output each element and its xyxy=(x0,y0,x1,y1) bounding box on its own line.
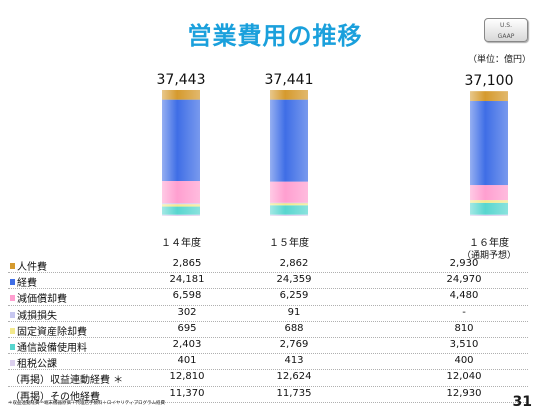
unit-label: （単位：億円） xyxy=(468,55,532,65)
bar-segment-5-0 xyxy=(162,206,200,215)
data-table: 人件費 2,865 2,862 2,930 経費 24,181 24,359 24,970 減価… xyxy=(8,257,528,403)
table-row: （再掲）その他経費 11,370 11,735 12,930 xyxy=(8,387,528,403)
table-cell: 12,040 xyxy=(446,371,482,383)
row-label: 固定資産除却費 xyxy=(10,323,87,338)
table-cell: - xyxy=(462,306,466,318)
row-label-text: 通信設備使用料 xyxy=(17,342,87,354)
bar-segment-6-1 xyxy=(270,214,308,216)
table-cell: 12,624 xyxy=(276,371,312,383)
row-label-text: 減価償却費 xyxy=(17,294,67,306)
bar-segment-1-1 xyxy=(270,99,308,182)
row-label-text: 経費 xyxy=(17,278,37,290)
bar-segment-6-2 xyxy=(470,214,508,216)
bar-segment-5-1 xyxy=(270,205,308,215)
legend-swatch xyxy=(10,295,15,302)
table-cell: 24,181 xyxy=(169,274,205,286)
table-row: （再掲）収益連動経費 ＊ 12,810 12,624 12,040 xyxy=(8,370,528,387)
table-cell: 2,865 xyxy=(172,258,202,269)
table-cell: 6,259 xyxy=(279,290,309,302)
bar-segment-5-2 xyxy=(470,202,508,215)
table-cell: 24,970 xyxy=(446,274,482,286)
row-label: 減価償却費 xyxy=(10,290,67,305)
bar-segment-2-1 xyxy=(270,181,308,203)
stacked-bar-chart: 37,443 １４年度 37,441 １５年度 37,100 １６年度（通期予想） xyxy=(157,72,517,260)
bar-segment-6-0 xyxy=(162,214,200,216)
legend-swatch xyxy=(10,360,15,367)
legend-swatch xyxy=(10,279,15,286)
row-label: （再掲）その他経費 xyxy=(10,388,100,403)
row-label-text: 減損損失 xyxy=(17,310,57,322)
table-row: 減損損失 302 91 - xyxy=(8,306,528,322)
table-cell: 2,403 xyxy=(172,338,202,350)
footnote: ＊収益連動経費＝端末機器原価＋代理店手数料＋ロイヤリティプログラム経費 xyxy=(8,401,165,406)
table-cell: 12,930 xyxy=(446,387,482,399)
category-label: １４年度 xyxy=(161,236,201,249)
legend-swatch xyxy=(10,263,15,269)
table-cell: 4,480 xyxy=(449,290,479,302)
bar-segment-0-1 xyxy=(270,90,308,100)
row-label: 租税公課 xyxy=(10,355,57,370)
table-cell: 3,510 xyxy=(449,338,479,350)
row-label: 減損損失 xyxy=(10,307,57,322)
table-cell: 413 xyxy=(284,355,304,367)
table-cell: 24,359 xyxy=(276,274,312,286)
bar-segment-4-2 xyxy=(470,200,508,203)
bar-segment-1-0 xyxy=(162,99,200,182)
bar-segment-3-0 xyxy=(162,203,200,205)
bar-total-label: 37,443 xyxy=(157,72,206,88)
category-label: １６年度 xyxy=(469,236,509,249)
bar-segment-2-2 xyxy=(470,185,508,201)
bar-segment-0-2 xyxy=(470,91,508,102)
bar-segment-4-0 xyxy=(162,204,200,207)
category-label: １５年度 xyxy=(269,236,309,249)
row-label: 通信設備使用料 xyxy=(10,339,87,354)
bar-segment-0-0 xyxy=(162,89,200,100)
bar-segment-2-0 xyxy=(162,181,200,204)
row-label-text: 租税公課 xyxy=(17,359,57,371)
table-cell: 2,862 xyxy=(279,258,309,269)
category-sublabel: （通期予想） xyxy=(462,249,516,260)
page-title: 営業費用の推移 xyxy=(187,22,363,50)
table-row: 経費 24,181 24,359 24,970 xyxy=(8,273,528,290)
bar-total-label: 37,441 xyxy=(265,72,314,88)
table-row: 租税公課 401 413 400 xyxy=(8,354,528,371)
row-label-text: （再掲）その他経費 xyxy=(10,391,100,403)
table-cell: 695 xyxy=(177,322,197,334)
table-cell: 2,769 xyxy=(279,338,309,350)
legend-swatch xyxy=(10,343,15,350)
table-cell: 12,810 xyxy=(169,371,205,383)
row-label-text: 人件費 xyxy=(17,262,47,273)
table-cell: 2,930 xyxy=(449,258,479,269)
bar-total-label: 37,100 xyxy=(465,73,514,89)
page-number: 31 xyxy=(512,394,532,410)
legend-swatch xyxy=(10,327,15,334)
table-row: 減価償却費 6,598 6,259 4,480 xyxy=(8,289,528,306)
table-row: 人件費 2,865 2,862 2,930 xyxy=(8,257,528,274)
table-cell: 302 xyxy=(177,306,197,318)
table-row: 通信設備使用料 2,403 2,769 3,510 xyxy=(8,338,528,355)
row-label-text: 固定資産除却費 xyxy=(17,326,87,338)
badge-line2: GAAP xyxy=(497,33,515,40)
row-label: 人件費 xyxy=(10,258,47,273)
bar-segment-4-1 xyxy=(270,202,308,206)
table-row: 固定資産除却費 695 688 810 xyxy=(8,322,528,338)
table-cell: 11,735 xyxy=(276,387,312,399)
row-label-text: （再掲）収益連動経費 ＊ xyxy=(10,375,124,387)
table-cell: 91 xyxy=(287,306,301,318)
table-cell: 11,370 xyxy=(169,387,205,399)
table-cell: 401 xyxy=(177,355,197,367)
table-cell: 688 xyxy=(284,322,304,334)
legend-swatch xyxy=(10,311,15,318)
table-cell: 6,598 xyxy=(172,290,202,302)
row-label: （再掲）収益連動経費 ＊ xyxy=(10,371,123,386)
table-cell: 400 xyxy=(454,355,474,367)
bar-segment-3-1 xyxy=(270,202,308,204)
table-cell: 810 xyxy=(454,322,474,334)
us-gaap-badge: U.S. GAAP xyxy=(484,18,528,42)
row-label: 経費 xyxy=(10,274,37,289)
badge-line1: U.S. xyxy=(499,22,512,29)
bar-segment-1-2 xyxy=(470,101,508,186)
